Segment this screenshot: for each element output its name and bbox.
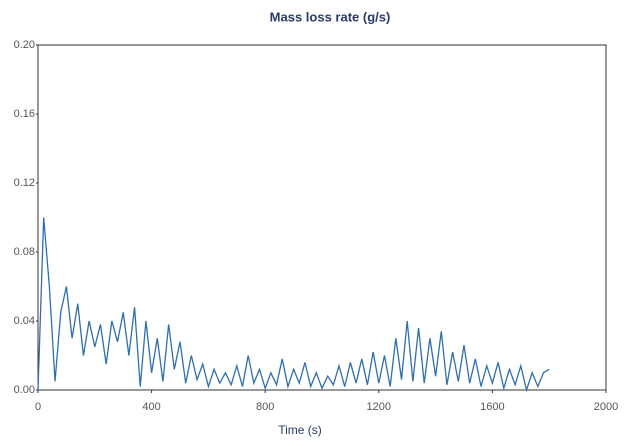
x-tick-label: 1200	[367, 401, 391, 413]
x-tick-label: 800	[256, 401, 274, 413]
y-tick-label: 0.16	[14, 108, 35, 120]
data-line	[37, 217, 550, 393]
x-tick-label: 0	[35, 401, 41, 413]
y-tick-label: 0.08	[14, 246, 35, 258]
plot-frame	[37, 44, 607, 391]
y-tick-label: 0.12	[14, 177, 35, 189]
x-tick-label: 1600	[480, 401, 504, 413]
x-tick-label: 400	[142, 401, 160, 413]
y-tick-label: 0.04	[14, 315, 35, 327]
chart-title: Mass loss rate (g/s)	[270, 9, 391, 24]
y-tick-label: 0.20	[14, 39, 35, 51]
x-tick-label: 2000	[594, 401, 618, 413]
x-axis-label: Time (s)	[278, 423, 322, 437]
y-tick-label: 0.00	[14, 384, 35, 396]
